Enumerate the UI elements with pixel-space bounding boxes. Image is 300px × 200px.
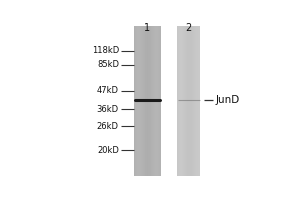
Bar [137,26,138,176]
Bar [195,26,196,176]
Bar [145,26,146,176]
Bar [188,26,189,176]
Bar [134,26,135,176]
Bar [144,26,145,176]
Bar [160,26,161,176]
Bar [199,26,200,176]
Bar [135,26,136,176]
Bar [186,26,187,176]
Bar [198,26,199,176]
Bar [138,26,139,176]
Bar [183,26,184,176]
Bar [150,26,151,176]
Bar [143,26,144,176]
Bar [184,26,185,176]
Bar [187,26,188,176]
Bar [142,26,143,176]
Bar [158,26,159,176]
Bar [146,26,147,176]
Bar [189,26,190,176]
Bar [153,26,154,176]
Bar [192,26,193,176]
Bar [148,26,149,176]
Bar [185,26,186,176]
Bar [177,26,178,176]
Bar [194,26,195,176]
Text: 118kD: 118kD [92,46,119,55]
Bar [182,26,183,176]
Text: 26kD: 26kD [97,122,119,131]
Bar [193,26,194,176]
Text: 47kD: 47kD [97,86,119,95]
Bar [159,26,160,176]
Bar [197,26,198,176]
Bar [136,26,137,176]
Bar [190,26,191,176]
Text: 36kD: 36kD [97,105,119,114]
Text: 1: 1 [144,23,150,33]
Bar [147,26,148,176]
Bar [155,26,156,176]
Bar [140,26,141,176]
Text: JunD: JunD [215,95,240,105]
Bar [141,26,142,176]
Bar [152,26,153,176]
Bar [196,26,197,176]
Bar [181,26,182,176]
Bar [154,26,155,176]
Bar [157,26,158,176]
Bar [156,26,157,176]
Bar [151,26,152,176]
Bar [179,26,180,176]
Bar [149,26,150,176]
Bar [180,26,181,176]
Text: 2: 2 [185,23,192,33]
Text: 20kD: 20kD [97,146,119,155]
Bar [139,26,140,176]
Bar [178,26,179,176]
Text: 85kD: 85kD [97,60,119,69]
Bar [191,26,192,176]
